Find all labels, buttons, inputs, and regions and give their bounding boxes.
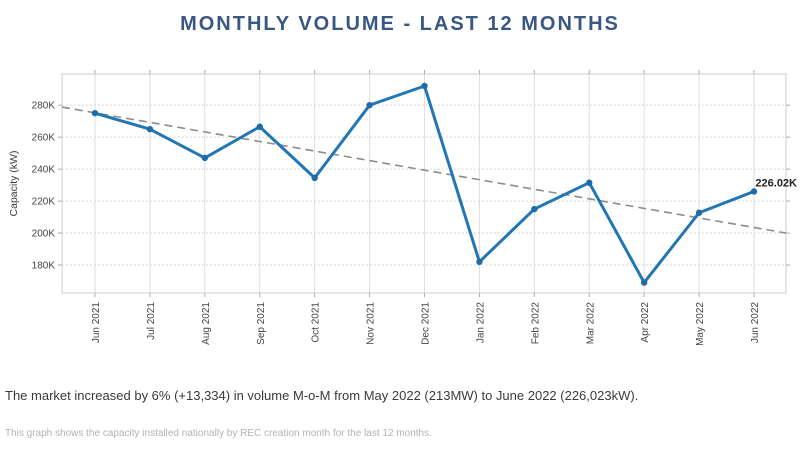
data-point-marker[interactable] [366, 101, 373, 109]
x-axis-tick-label: Jul 2021 [146, 302, 157, 340]
x-axis-tick-label: May 2022 [695, 302, 706, 346]
y-axis-tick-label: 200K [32, 229, 56, 240]
market-summary-text: The market increased by 6% (+13,334) in … [5, 388, 639, 403]
x-axis-tick-label: Apr 2022 [640, 302, 651, 343]
data-point-marker[interactable] [695, 209, 703, 216]
x-axis-tick-label: Nov 2021 [366, 302, 377, 345]
data-point-marker[interactable] [201, 154, 209, 162]
plot-border [61, 73, 787, 294]
line-chart: 180K 200K 220K 240K 260K 280K Jun 2021 Jul 2021… [0, 58, 800, 368]
data-point-marker[interactable] [421, 82, 428, 90]
y-axis-tick-label: 280K [32, 101, 56, 112]
x-axis-tick-label: Jun 2021 [91, 302, 102, 344]
y-axis-tick-label: 220K [32, 197, 56, 208]
trend-line [61, 106, 787, 234]
chart-title: MONTHLY VOLUME - LAST 12 MONTHS [180, 13, 620, 35]
y-axis-label: Capacity (kW) [8, 151, 20, 217]
chart-footnote-text: This graph shows the capacity installed … [5, 428, 432, 439]
x-axis-tick-label: Dec 2021 [421, 302, 432, 345]
data-point-marker[interactable] [531, 205, 538, 213]
y-axis-tick-label: 180K [32, 261, 56, 272]
data-point-marker[interactable] [476, 258, 483, 266]
data-point-marker[interactable] [750, 188, 758, 195]
data-point-marker[interactable] [311, 174, 318, 182]
x-axis-tick-label: Jun 2022 [750, 302, 761, 344]
y-axis-tick-label: 260K [32, 133, 56, 144]
x-axis-tick-label: Feb 2022 [530, 302, 541, 345]
capacity-line-chart-svg: 180K 200K 220K 240K 260K 280K Jun 2021 Jul 2021… [8, 70, 797, 346]
data-point-marker[interactable] [586, 179, 593, 186]
last-point-value-label: 226.02K [755, 177, 797, 189]
y-axis-tick-label: 240K [32, 165, 56, 176]
data-point-marker[interactable] [640, 279, 648, 286]
x-axis-tick-label: Aug 2021 [201, 302, 212, 345]
data-point-marker[interactable] [146, 125, 154, 133]
x-axis-tick-label: Oct 2021 [311, 302, 322, 343]
data-point-marker[interactable] [91, 109, 99, 117]
x-axis-tick-label: Mar 2022 [585, 302, 596, 345]
x-axis-tick-label: Jan 2022 [475, 302, 486, 344]
data-point-marker[interactable] [256, 123, 263, 130]
x-axis-tick-label: Sep 2021 [256, 302, 267, 345]
